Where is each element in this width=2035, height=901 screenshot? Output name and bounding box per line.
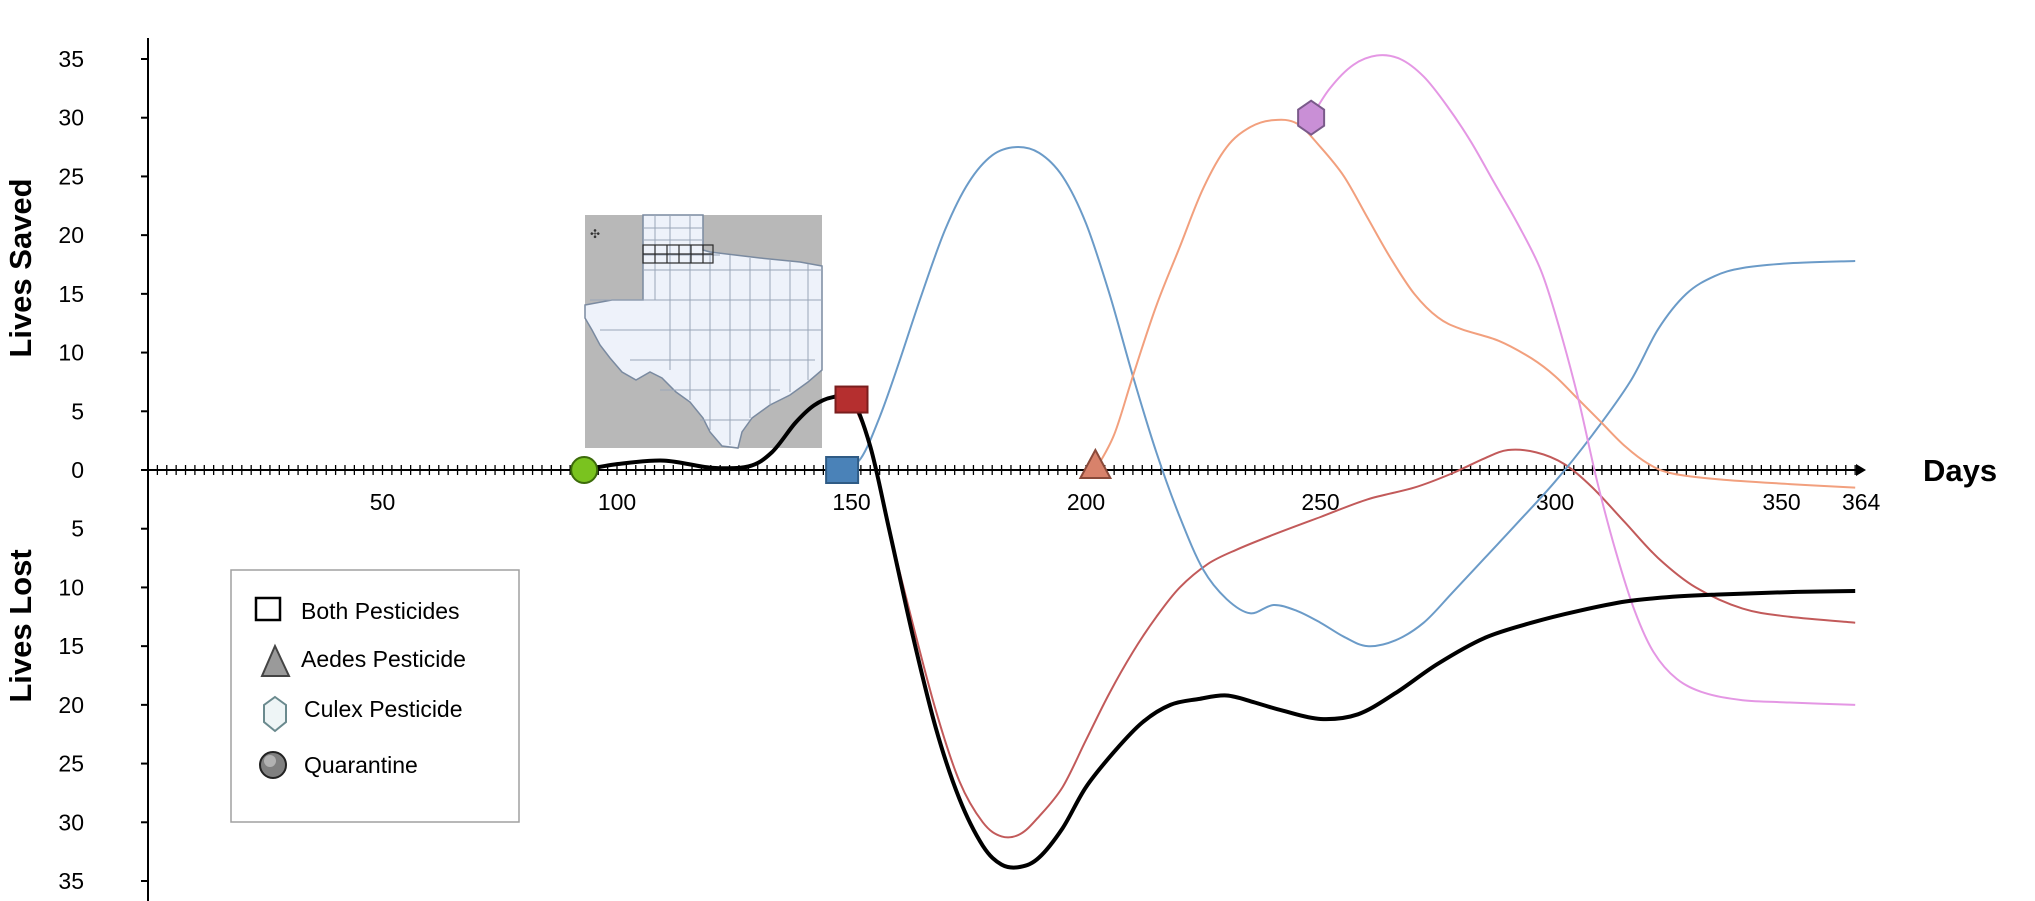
y-tick-label: 15	[58, 281, 84, 307]
x-tick-label: 250	[1301, 489, 1339, 515]
y-axis-title-lost: Lives Lost	[3, 549, 38, 702]
x-axis-arrow	[1856, 464, 1866, 476]
x-axis-title: Days	[1923, 453, 1997, 488]
y-tick-label: 15	[58, 633, 84, 659]
y-tick-label: 5	[71, 516, 84, 542]
svg-text:✣: ✣	[590, 227, 600, 241]
hexagon-marker	[1297, 99, 1326, 136]
y-tick-label: 30	[58, 105, 84, 131]
legend-item-both-pesticides: Both Pesticides	[254, 596, 460, 624]
x-tick-label: 50	[370, 489, 396, 515]
square-marker	[825, 456, 860, 484]
x-tick-label: 350	[1762, 489, 1800, 515]
square-icon	[254, 596, 282, 622]
event-markers	[570, 99, 1326, 484]
legend-label: Culex Pesticide	[304, 696, 463, 722]
y-tick-label: 0	[71, 457, 84, 483]
y-ticks: 35 30 25 20 15 10 5 0 5 10 15 20 25 30 35	[58, 46, 148, 894]
y-tick-label: 10	[58, 574, 84, 600]
y-axis-title-saved: Lives Saved	[3, 178, 38, 357]
x-tick-label: 300	[1536, 489, 1574, 515]
y-tick-label: 30	[58, 809, 84, 835]
y-tick-label: 10	[58, 340, 84, 366]
legend-label: Aedes Pesticide	[301, 646, 466, 672]
legend-label: Both Pesticides	[301, 598, 460, 624]
x-tick-label: 150	[832, 489, 870, 515]
circle-marker	[570, 456, 599, 484]
square-marker	[834, 385, 869, 414]
series-line	[850, 399, 1856, 839]
legend-item-aedes-pesticide: Aedes Pesticide	[260, 643, 466, 677]
y-tick-label: 25	[58, 163, 84, 189]
x-tick-label: 200	[1067, 489, 1105, 515]
triangle-marker	[1078, 447, 1113, 479]
y-tick-label: 5	[71, 398, 84, 424]
series-line	[1310, 54, 1856, 706]
legend-item-culex-pesticide: Culex Pesticide	[263, 695, 463, 733]
x-tick-label: 100	[598, 489, 636, 515]
y-tick-label: 35	[58, 46, 84, 72]
x-tick-labels: 50 100 150 200 250 300 350 364	[370, 489, 1881, 515]
x-minor-ticks	[147, 465, 1856, 475]
series-line	[841, 146, 1856, 648]
y-tick-label: 25	[58, 751, 84, 777]
series-line	[1094, 118, 1856, 489]
x-tick-label: 364	[1842, 489, 1881, 515]
series-line	[583, 392, 1856, 870]
legend-label: Quarantine	[304, 752, 418, 778]
triangle-icon	[260, 643, 291, 677]
texas-map-inset: ✣	[584, 214, 823, 449]
legend: Both Pesticides Aedes Pesticide Culex Pe…	[230, 569, 520, 823]
y-tick-label: 20	[58, 692, 84, 718]
hexagon-icon	[263, 695, 287, 733]
y-tick-label: 35	[58, 868, 84, 894]
legend-item-quarantine: Quarantine	[259, 751, 418, 779]
y-tick-label: 20	[58, 222, 84, 248]
series-lines	[583, 54, 1856, 870]
